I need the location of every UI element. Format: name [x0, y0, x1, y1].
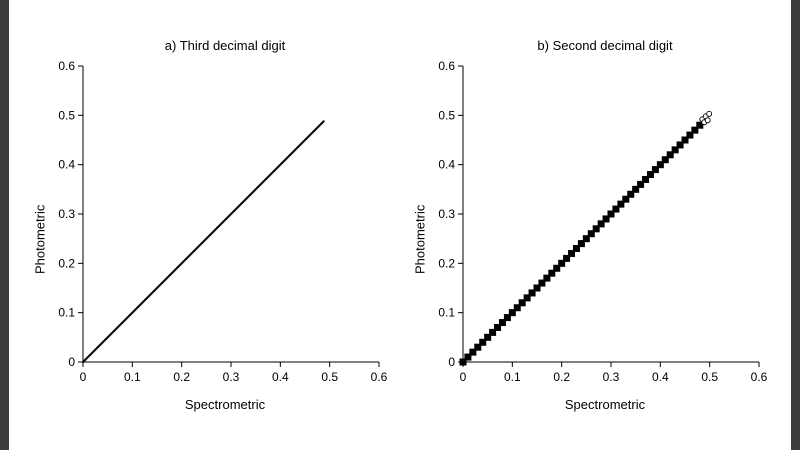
y-tick-label: 0.5: [58, 108, 75, 122]
y-tick-label: 0: [448, 355, 455, 369]
y-tick-label: 0.3: [58, 207, 75, 221]
chart-a-plot: 0 0.1 0.2 0.3 0.4 0.5 0.6 0 0.1 0.2 0.3 0.4 0.5 0.6: [58, 59, 388, 384]
chart-b-xlabel: Spectrometric: [564, 396, 646, 412]
chart-b-title: b) Second decimal digit: [537, 37, 673, 53]
data-points-photometric-vs-spectrometric-0.001-steps: [82, 119, 325, 363]
chart-a-ylabel: Photometric: [32, 203, 48, 274]
chart-a-plot-row: Photometric 0 0.1 0.2 0.3 0.4 0.5 0.6 0 0.1 0.2 0.…: [31, 56, 389, 396]
y-tick-label: 0.2: [58, 256, 75, 270]
y-tick-label: 0.4: [58, 157, 75, 171]
chart-b-ylabel: Photometric: [412, 203, 428, 274]
x-tick-label: 0.5: [701, 370, 718, 384]
x-tick-label: 0.5: [321, 370, 338, 384]
x-tick-label: 0.6: [751, 370, 768, 384]
x-tick-label: 0.2: [173, 370, 190, 384]
chart-a-title: a) Third decimal digit: [164, 37, 286, 53]
x-tick-label: 0.3: [603, 370, 620, 384]
charts-container: a) Third decimal digit Photometric 0 0.1 0…: [9, 0, 791, 450]
y-tick-label: 0.3: [438, 207, 455, 221]
y-tick-label: 0.5: [438, 108, 455, 122]
chart-b: b) Second decimal digit Photometric 0 0.1…: [411, 38, 769, 413]
x-axis-ticks: 0 0.1 0.2 0.3 0.4 0.5 0.6: [80, 361, 388, 384]
x-tick-label: 0.4: [652, 370, 669, 384]
x-axis-ticks: 0 0.1 0.2 0.3 0.4 0.5 0.6: [460, 361, 768, 384]
x-tick-label: 0: [80, 370, 87, 384]
y-tick-label: 0.1: [58, 305, 75, 319]
x-tick-label: 0.2: [553, 370, 570, 384]
x-tick-label: 0: [460, 370, 467, 384]
y-tick-label: 0.6: [58, 59, 75, 73]
y-tick-label: 0.2: [438, 256, 455, 270]
y-tick-label: 0.1: [438, 305, 455, 319]
chart-b-plot-row: Photometric 0 0.1 0.2 0.3 0.4 0.5 0.6 0 0.1 0.2 0.…: [411, 56, 769, 396]
x-tick-label: 0.1: [504, 370, 521, 384]
left-frame-bar: [0, 0, 9, 450]
right-frame-bar: [791, 0, 800, 450]
chart-a-xlabel: Spectrometric: [184, 396, 266, 412]
y-tick-label: 0: [68, 355, 75, 369]
data-points-photometric-vs-spectrometric-0.01-steps: [459, 121, 704, 365]
x-tick-label: 0.3: [223, 370, 240, 384]
y-tick-label: 0.6: [438, 59, 455, 73]
x-tick-label: 0.1: [124, 370, 141, 384]
y-axis-ticks: 0 0.1 0.2 0.3 0.4 0.5 0.6: [438, 59, 463, 369]
chart-a: a) Third decimal digit Photometric 0 0.1 0…: [31, 38, 389, 413]
x-tick-label: 0.6: [371, 370, 388, 384]
x-tick-label: 0.4: [272, 370, 289, 384]
y-axis-ticks: 0 0.1 0.2 0.3 0.4 0.5 0.6: [58, 59, 83, 369]
chart-b-plot: 0 0.1 0.2 0.3 0.4 0.5 0.6 0 0.1 0.2 0.3 0.4 0.5 0.6: [438, 59, 768, 384]
y-tick-label: 0.4: [438, 157, 455, 171]
data-points-tip-scatter-points: [699, 110, 713, 125]
